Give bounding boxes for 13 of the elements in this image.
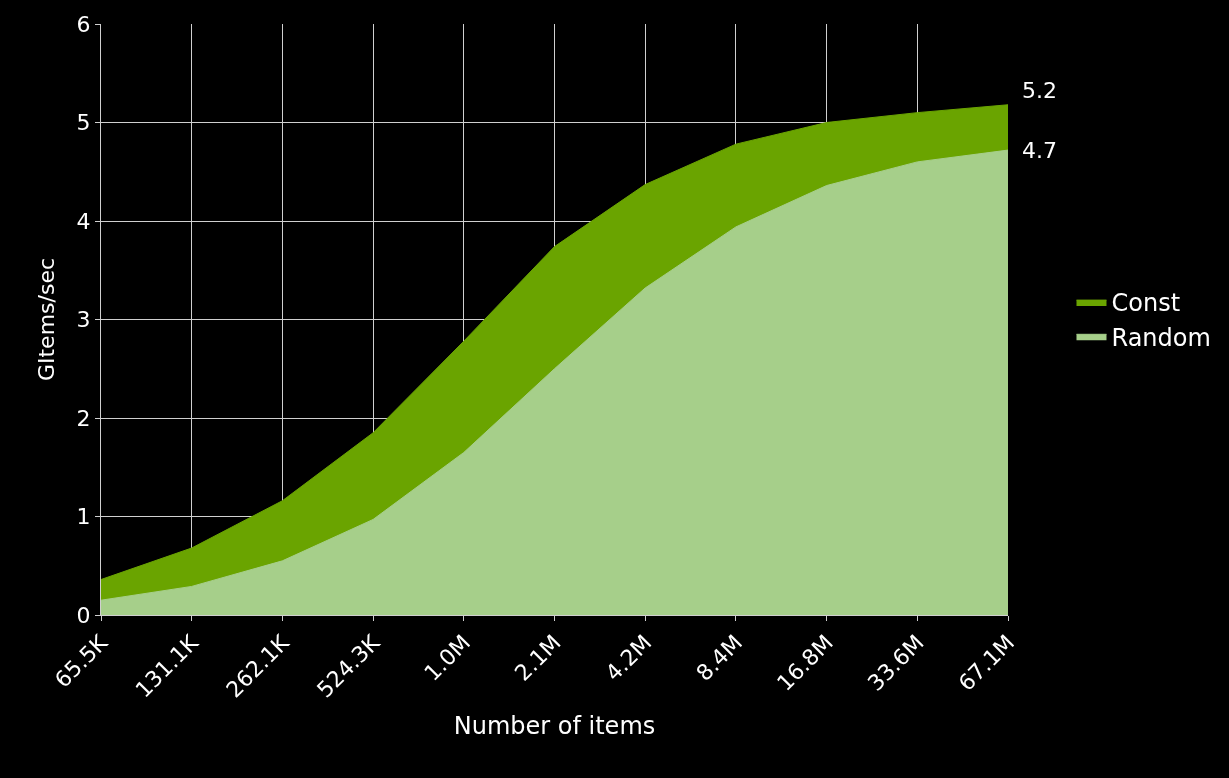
legend-label: Random — [1111, 323, 1211, 352]
data-label: 5.2 — [1022, 78, 1057, 103]
x-axis-title: Number of items — [453, 711, 656, 740]
y-tick-label: 0 — [76, 602, 91, 628]
data-label: 4.7 — [1022, 138, 1057, 163]
y-tick-label: 6 — [76, 11, 91, 37]
y-axis-title: GItems/sec — [34, 257, 60, 382]
y-tick-label: 1 — [76, 504, 91, 530]
y-tick-label: 3 — [76, 307, 91, 333]
y-tick-label: 2 — [76, 405, 91, 431]
y-tick-label: 4 — [76, 208, 91, 234]
y-tick-label: 5 — [76, 110, 91, 136]
legend-label: Const — [1111, 289, 1181, 318]
